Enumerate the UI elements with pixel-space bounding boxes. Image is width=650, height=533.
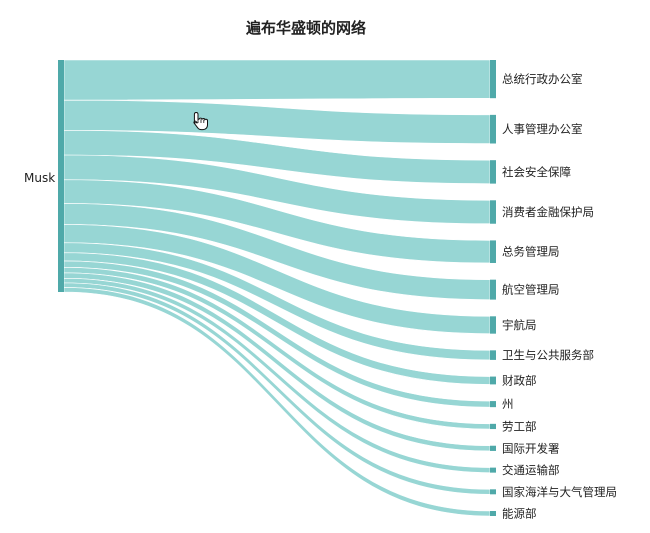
chart-title: 遍布华盛顿的网络: [245, 19, 366, 37]
target-node-label: 宇航局: [502, 318, 537, 332]
target-node: [490, 401, 496, 408]
target-node: [490, 114, 496, 144]
target-node: [490, 279, 496, 300]
target-node-label: 航空管理局: [502, 283, 560, 297]
target-node-label: 总务管理局: [502, 245, 560, 259]
target-node: [490, 445, 496, 451]
target-node-label: 劳工部: [502, 419, 537, 433]
target-node-label: 财政部: [502, 373, 537, 387]
target-node: [490, 316, 496, 334]
target-node-label: 能源部: [502, 507, 537, 521]
target-node-label: 人事管理办公室: [502, 122, 583, 136]
target-node: [490, 511, 496, 516]
target-node: [490, 240, 496, 263]
target-node: [490, 200, 496, 224]
target-node-label: 交通运输部: [502, 463, 560, 477]
target-node-label: 州: [502, 397, 514, 411]
source-node-label: Musk: [24, 171, 55, 185]
sankey-link: [63, 179, 491, 264]
target-node-label: 社会安全保障: [502, 165, 571, 179]
target-node: [490, 376, 496, 385]
target-node-label: 消费者金融保护局: [502, 205, 594, 219]
target-node: [490, 423, 496, 430]
target-node-label: 总统行政办公室: [502, 72, 583, 86]
sankey-labels: 总统行政办公室人事管理办公室社会安全保障消费者金融保护局总务管理局航空管理局宇航…: [502, 72, 617, 520]
sankey-nodes: [58, 60, 496, 516]
target-node-label: 卫生与公共服务部: [502, 348, 594, 362]
target-node-label: 国际开发署: [502, 441, 560, 455]
source-node: [58, 60, 64, 292]
sankey-link: [63, 59, 491, 101]
target-node-label: 国家海洋与大气管理局: [502, 485, 617, 499]
sankey-links: [63, 59, 491, 517]
target-node: [490, 350, 496, 360]
target-node: [490, 160, 496, 184]
hand-pointer-icon: [193, 111, 208, 131]
target-node: [490, 467, 496, 473]
target-node: [490, 489, 496, 495]
target-node: [490, 60, 496, 99]
